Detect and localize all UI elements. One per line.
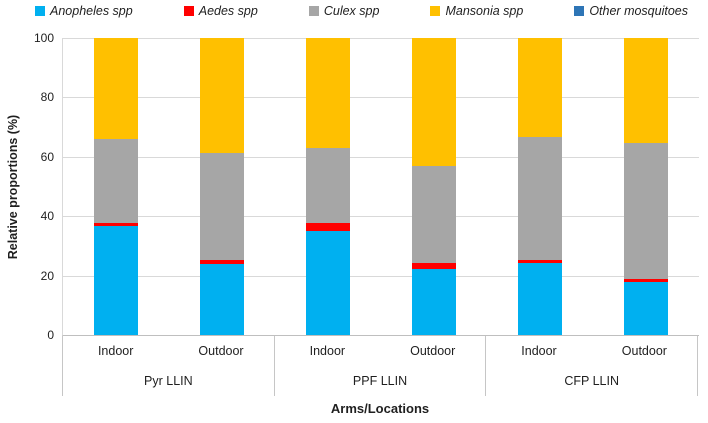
bar-pyr-llin-outdoor bbox=[200, 38, 244, 335]
location-label-ppf-llin-outdoor: Outdoor bbox=[410, 344, 456, 358]
segment-mansonia-spp bbox=[94, 38, 138, 139]
gridlines bbox=[63, 38, 699, 335]
segment-culex-spp bbox=[624, 143, 668, 280]
segment-aedes-spp bbox=[94, 223, 138, 227]
segment-mansonia-spp bbox=[518, 38, 562, 137]
y-tick-label-80: 80 bbox=[40, 90, 54, 105]
bar-cfp-llin-outdoor bbox=[624, 38, 668, 335]
location-label-row-cfp-llin: Indoor Outdoor bbox=[486, 336, 697, 366]
location-label-pyr-llin-outdoor: Outdoor bbox=[198, 344, 244, 358]
legend-swatch-anopheles-spp-icon bbox=[35, 6, 45, 16]
segment-culex-spp bbox=[518, 136, 562, 261]
y-tick-label-60: 60 bbox=[40, 149, 54, 164]
segment-aedes-spp bbox=[306, 223, 350, 232]
plot-area bbox=[62, 38, 699, 336]
segment-culex-spp bbox=[412, 166, 456, 263]
x-label-group-ppf-llin: Indoor Outdoor PPF LLIN bbox=[273, 336, 486, 396]
legend-swatch-aedes-spp-icon bbox=[183, 6, 194, 16]
segment-anopheles-spp bbox=[94, 226, 138, 335]
legend-label-culex-spp: Culex spp bbox=[323, 4, 380, 18]
segment-aedes-spp bbox=[412, 262, 456, 270]
segment-aedes-spp bbox=[518, 260, 562, 263]
segment-culex-spp bbox=[200, 152, 244, 261]
x-axis-labels: Indoor Outdoor Pyr LLIN Indoor Outdoor PPF LL… bbox=[62, 336, 699, 396]
y-axis-tick-labels: 0 20 40 60 80 100 bbox=[0, 0, 54, 423]
bar-pyr-llin-indoor bbox=[94, 38, 138, 335]
y-tick-label-100: 100 bbox=[33, 31, 54, 45]
segment-aedes-spp bbox=[200, 260, 244, 264]
x-axis-title: Arms/Locations bbox=[330, 401, 430, 416]
segment-mansonia-spp bbox=[306, 38, 350, 148]
bar-ppf-llin-indoor bbox=[306, 38, 350, 335]
location-label-row-ppf-llin: Indoor Outdoor bbox=[275, 336, 486, 366]
segment-mansonia-spp bbox=[412, 38, 456, 167]
y-tick-label-40: 40 bbox=[40, 209, 54, 224]
group-label-cfp-llin: CFP LLIN bbox=[564, 374, 619, 388]
y-tick-label-20: 20 bbox=[40, 268, 54, 283]
location-label-cfp-llin-outdoor: Outdoor bbox=[621, 344, 667, 358]
bar-cfp-llin-indoor bbox=[518, 38, 562, 335]
gridline-100 bbox=[63, 38, 699, 39]
legend-swatch-mansonia-spp-icon bbox=[430, 6, 441, 16]
gridline-60 bbox=[63, 156, 699, 158]
x-label-group-cfp-llin: Indoor Outdoor CFP LLIN bbox=[485, 336, 699, 396]
bar-group-cfp-llin bbox=[487, 38, 699, 335]
segment-anopheles-spp bbox=[306, 231, 350, 335]
segment-mansonia-spp bbox=[200, 38, 244, 153]
segment-anopheles-spp bbox=[200, 263, 244, 335]
legend-item-culex-spp: Culex spp bbox=[308, 4, 380, 18]
chart-legend: Anopheles spp Aedes spp Culex spp Mansonia … bbox=[35, 2, 688, 20]
group-label-pyr-llin: Pyr LLIN bbox=[144, 374, 193, 388]
bar-ppf-llin-outdoor bbox=[412, 38, 456, 335]
legend-label-aedes-spp: Aedes spp bbox=[198, 4, 258, 18]
gridline-20 bbox=[63, 275, 699, 277]
bars-container bbox=[63, 38, 699, 335]
location-label-row-pyr-llin: Indoor Outdoor bbox=[63, 336, 274, 366]
segment-anopheles-spp bbox=[518, 262, 562, 335]
location-label-pyr-llin-indoor: Indoor bbox=[97, 344, 134, 358]
bar-group-ppf-llin bbox=[275, 38, 487, 335]
segment-anopheles-spp bbox=[624, 281, 668, 335]
gridline-80 bbox=[63, 97, 699, 99]
segment-culex-spp bbox=[94, 139, 138, 224]
x-label-group-pyr-llin: Indoor Outdoor Pyr LLIN bbox=[62, 336, 274, 396]
segment-culex-spp bbox=[306, 147, 350, 224]
bar-group-pyr-llin bbox=[63, 38, 275, 335]
location-label-cfp-llin-indoor: Indoor bbox=[521, 344, 557, 358]
legend-label-mansonia-spp: Mansonia spp bbox=[445, 4, 524, 18]
legend-swatch-culex-spp-icon bbox=[308, 6, 319, 16]
segment-anopheles-spp bbox=[412, 269, 456, 335]
legend-item-other-mosquitoes: Other mosquitoes bbox=[574, 4, 688, 18]
legend-item-mansonia-spp: Mansonia spp bbox=[430, 4, 523, 18]
legend-item-anopheles-spp: Anopheles spp bbox=[35, 4, 133, 18]
segment-aedes-spp bbox=[624, 279, 668, 282]
gridline-40 bbox=[63, 216, 699, 218]
legend-label-other-mosquitoes: Other mosquitoes bbox=[589, 4, 688, 18]
location-label-ppf-llin-indoor: Indoor bbox=[309, 344, 346, 358]
group-label-ppf-llin: PPF LLIN bbox=[352, 374, 408, 388]
legend-label-anopheles-spp: Anopheles spp bbox=[50, 4, 133, 18]
y-tick-label-0: 0 bbox=[47, 328, 54, 342]
segment-mansonia-spp bbox=[624, 38, 668, 144]
legend-item-aedes-spp: Aedes spp bbox=[183, 4, 258, 18]
legend-swatch-other-mosquitoes-icon bbox=[574, 6, 585, 16]
